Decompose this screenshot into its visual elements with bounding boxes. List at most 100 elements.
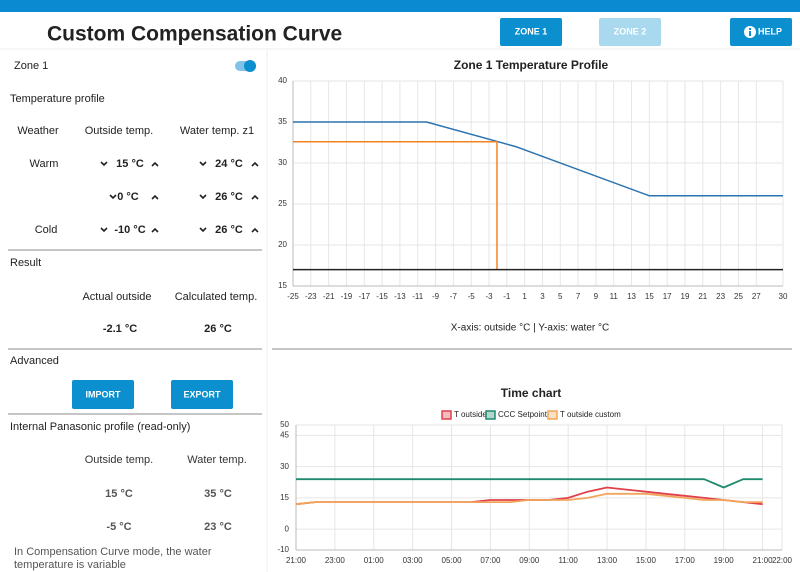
column-header: Weather — [17, 125, 59, 137]
x-tick-label: 5 — [558, 292, 563, 301]
increase-button[interactable] — [251, 227, 259, 233]
increase-button[interactable] — [151, 194, 159, 200]
legend-swatch — [441, 410, 452, 420]
legend-swatch — [547, 410, 558, 420]
section-title: Result — [10, 257, 41, 269]
y-tick-label: 40 — [278, 76, 287, 85]
x-tick-label: -7 — [450, 292, 458, 301]
help-button[interactable]: HELP — [730, 18, 792, 46]
legend-label: T outside — [454, 410, 487, 419]
y-tick-label: 0 — [285, 524, 290, 533]
profile-value: 23 °C — [204, 521, 232, 533]
toggle-knob — [244, 60, 256, 72]
x-tick-label: 19 — [681, 292, 690, 301]
x-axis-label: X-axis: outside °C | Y-axis: water °C — [451, 323, 609, 334]
import-button[interactable]: IMPORT — [72, 380, 134, 409]
button-bg — [599, 18, 661, 46]
x-tick-label: 9 — [594, 292, 599, 301]
column-header: Water temp. z1 — [180, 125, 254, 137]
decrease-button[interactable] — [100, 161, 108, 167]
x-tick-label: -19 — [341, 292, 353, 301]
outside-value: 15 °C — [116, 158, 144, 170]
x-tick-label: 1 — [522, 292, 527, 301]
x-tick-label: -21 — [323, 292, 335, 301]
x-tick-label: -1 — [503, 292, 511, 301]
x-tick-label: 23 — [716, 292, 725, 301]
y-tick-label: 25 — [278, 199, 287, 208]
zone-toggle[interactable] — [235, 60, 256, 72]
increase-button[interactable] — [251, 161, 259, 167]
x-tick-label: 30 — [779, 292, 788, 301]
x-tick-label: -25 — [287, 292, 299, 301]
button-bg — [72, 380, 134, 409]
x-tick-label: 17 — [663, 292, 672, 301]
zone-label: Zone 1 — [14, 60, 48, 72]
water-value: 24 °C — [215, 158, 243, 170]
button-label: IMPORT — [86, 389, 122, 399]
x-tick-label: -13 — [394, 292, 406, 301]
y-tick-label: 30 — [280, 462, 289, 471]
x-tick-label: 05:00 — [442, 556, 463, 565]
increase-button[interactable] — [151, 227, 159, 233]
legend-label: CCC Setpoint — [498, 410, 548, 419]
profile-value: 35 °C — [204, 488, 232, 500]
column-header: Outside temp. — [85, 454, 153, 466]
x-tick-label: -23 — [305, 292, 317, 301]
x-tick-label: 25 — [734, 292, 743, 301]
x-tick-label: 22:00 — [772, 556, 793, 565]
button-bg — [500, 18, 562, 46]
outside-value: 0 °C — [117, 191, 139, 203]
x-tick-label: 17:00 — [675, 556, 696, 565]
x-tick-label: 21 — [698, 292, 707, 301]
decrease-button[interactable] — [109, 194, 117, 200]
decrease-button[interactable] — [100, 227, 108, 233]
info-icon-stem — [749, 31, 751, 36]
section-title: Temperature profile — [10, 93, 105, 105]
y-tick-label: 15 — [280, 493, 289, 502]
result-value: -2.1 °C — [103, 323, 137, 335]
x-tick-label: -15 — [376, 292, 388, 301]
decrease-button[interactable] — [199, 227, 207, 233]
legend-label: T outside custom — [560, 410, 621, 419]
outside-value: -10 °C — [114, 224, 145, 236]
legend-swatch — [485, 410, 496, 420]
x-tick-label: 01:00 — [364, 556, 385, 565]
x-tick-label: 11:00 — [558, 556, 578, 565]
profile-value: 15 °C — [105, 488, 133, 500]
chart-title: Zone 1 Temperature Profile — [454, 58, 609, 72]
increase-button[interactable] — [151, 161, 159, 167]
water-value: 26 °C — [215, 224, 243, 236]
column-header: Water temp. — [187, 454, 247, 466]
note-box: In Compensation Curve mode, the water te… — [14, 546, 212, 571]
x-tick-label: 11 — [610, 292, 619, 301]
column-header: Calculated temp. — [175, 291, 258, 303]
y-tick-label: -10 — [277, 545, 289, 554]
result-value: 26 °C — [204, 323, 232, 335]
weather-label: Cold — [35, 224, 58, 236]
column-header: Actual outside — [82, 291, 151, 303]
x-tick-label: 21:00 — [753, 556, 774, 565]
top-bar — [0, 0, 800, 12]
button-label: ZONE 1 — [515, 26, 548, 36]
series-line — [296, 478, 763, 489]
section-title: Advanced — [10, 355, 59, 367]
y-tick-label: 45 — [280, 431, 289, 440]
zone2-button[interactable]: ZONE 2 — [599, 18, 661, 46]
y-tick-label: 15 — [278, 281, 287, 290]
export-button[interactable]: EXPORT — [171, 380, 233, 409]
decrease-button[interactable] — [199, 161, 207, 167]
x-tick-label: 21:00 — [286, 556, 307, 565]
column-header: Outside temp. — [85, 125, 153, 137]
info-icon-dot — [749, 28, 751, 30]
x-tick-label: 15 — [645, 292, 654, 301]
weather-label: Warm — [30, 158, 59, 170]
zone1-button[interactable]: ZONE 1 — [500, 18, 562, 46]
button-bg — [171, 380, 233, 409]
increase-button[interactable] — [251, 194, 259, 200]
section-title: Internal Panasonic profile (read-only) — [10, 421, 190, 433]
x-tick-label: 13:00 — [597, 556, 618, 565]
x-tick-label: 3 — [540, 292, 545, 301]
x-tick-label: 13 — [627, 292, 636, 301]
decrease-button[interactable] — [199, 194, 207, 200]
